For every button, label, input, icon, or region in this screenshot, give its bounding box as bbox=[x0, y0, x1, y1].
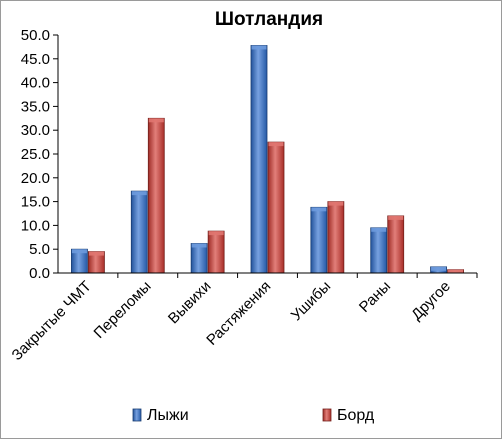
bar-ski bbox=[190, 243, 208, 274]
y-tick-label: 30.0 bbox=[21, 122, 50, 139]
bar-board bbox=[327, 201, 345, 274]
category-label: Растяжения bbox=[203, 278, 274, 349]
y-tick-label: 45.0 bbox=[21, 51, 50, 68]
legend-label: Борд bbox=[337, 407, 375, 424]
bar-top-highlight bbox=[311, 207, 327, 212]
chart-title: Шотландия bbox=[215, 9, 323, 30]
y-tick-label: 5.0 bbox=[29, 241, 50, 258]
bar-top-highlight bbox=[388, 215, 404, 220]
y-tick-label: 50.0 bbox=[21, 27, 50, 44]
bar-top-highlight bbox=[208, 231, 224, 236]
y-tick-label: 10.0 bbox=[21, 217, 50, 234]
y-tick-label: 25.0 bbox=[21, 146, 50, 163]
bar-board bbox=[387, 215, 405, 274]
y-tick-label: 20.0 bbox=[21, 170, 50, 187]
legend-label: Лыжи bbox=[147, 407, 189, 424]
category-label: Закрытые ЧМТ bbox=[9, 278, 95, 364]
category-label: Вывихи bbox=[165, 278, 215, 328]
bar-top-highlight bbox=[448, 269, 464, 273]
category-label: Раны bbox=[356, 278, 394, 316]
bar-top-highlight bbox=[88, 251, 104, 256]
y-axis: 0.0 5.0 10.0 15.0 20.0 25.0 30.0 35.0 40.0 45.0 50… bbox=[21, 27, 59, 282]
bar-board bbox=[267, 141, 285, 274]
bars bbox=[71, 45, 464, 274]
bar-ski bbox=[250, 45, 268, 274]
bar-top-highlight bbox=[251, 45, 267, 50]
bar-top-highlight bbox=[148, 118, 164, 123]
bar-ski bbox=[370, 227, 388, 274]
y-tick-label: 35.0 bbox=[21, 98, 50, 115]
bar-top-highlight bbox=[431, 266, 447, 271]
bar-top-highlight bbox=[131, 191, 147, 196]
legend: Лыжи Борд bbox=[132, 407, 375, 424]
y-tick-label: 40.0 bbox=[21, 75, 50, 92]
bar-top-highlight bbox=[371, 227, 387, 232]
y-tick-label: 0.0 bbox=[29, 265, 50, 282]
legend-swatch bbox=[132, 408, 142, 422]
category-label: Переломы bbox=[90, 278, 154, 342]
bar-ski bbox=[130, 190, 148, 274]
bar-board bbox=[147, 117, 165, 274]
category-label: Другое bbox=[408, 278, 454, 324]
bar-top-highlight bbox=[328, 201, 344, 206]
bar-ski bbox=[310, 206, 328, 274]
bar-top-highlight bbox=[71, 249, 87, 254]
legend-swatch bbox=[322, 408, 332, 422]
bar-top-highlight bbox=[191, 243, 207, 248]
bar-board bbox=[207, 230, 225, 274]
y-tick-label: 15.0 bbox=[21, 194, 50, 211]
bar-top-highlight bbox=[268, 142, 284, 147]
category-label: Ушибы bbox=[288, 278, 334, 324]
